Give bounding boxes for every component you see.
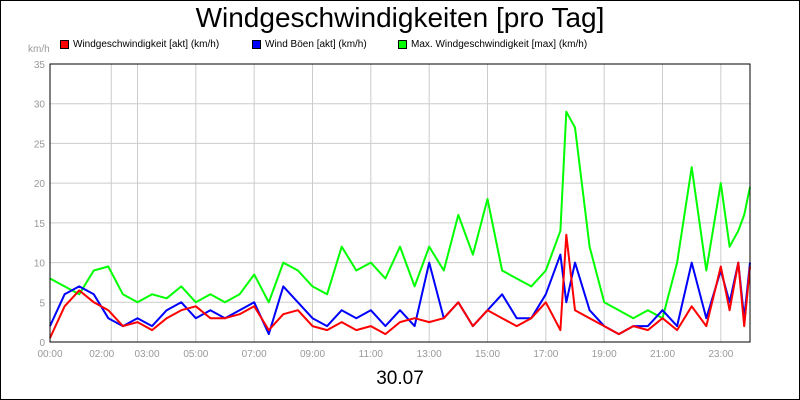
legend-item-max: Max. Windgeschwindigkeit [max] (km/h) bbox=[398, 39, 587, 50]
x-tick-label-3: 05:00 bbox=[183, 349, 208, 360]
x-tick-label-6: 11:00 bbox=[359, 349, 384, 360]
x-tick-label-4: 07:00 bbox=[242, 349, 267, 360]
plot-border bbox=[49, 63, 751, 343]
x-axis-date-label: 30.07 bbox=[376, 368, 424, 389]
x-tick-label-0: 00:00 bbox=[37, 349, 62, 360]
legend-label-max: Max. Windgeschwindigkeit [max] (km/h) bbox=[411, 39, 588, 50]
legend-item-boeen: Wind Böen [akt] (km/h) bbox=[252, 39, 367, 50]
y-tick-label-7: 35 bbox=[34, 60, 46, 71]
x-tick-label-8: 15:00 bbox=[475, 349, 500, 360]
y-tick-label-3: 15 bbox=[34, 219, 46, 230]
x-tick-label-7: 13:00 bbox=[417, 349, 442, 360]
y-tick-label-1: 5 bbox=[39, 298, 45, 309]
y-tick-label-6: 30 bbox=[34, 100, 46, 111]
series-line-0 bbox=[49, 233, 751, 339]
y-tick-label-2: 10 bbox=[34, 259, 46, 270]
series-line-1 bbox=[49, 253, 751, 336]
legend-swatch-red bbox=[60, 39, 69, 49]
x-tick-label-9: 17:00 bbox=[533, 349, 558, 360]
x-tick-label-10: 19:00 bbox=[592, 349, 617, 360]
x-tick-label-2: 03:00 bbox=[135, 349, 160, 360]
legend-item-akt: Windgeschwindigkeit [akt] (km/h) bbox=[60, 39, 219, 50]
x-tick-label-1: 02:00 bbox=[89, 349, 114, 360]
series-line-2 bbox=[49, 110, 751, 320]
x-tick-label-5: 09:00 bbox=[300, 349, 325, 360]
legend-label-boeen: Wind Böen [akt] (km/h) bbox=[265, 39, 367, 50]
y-tick-label-0: 0 bbox=[39, 338, 45, 349]
x-tick-label-11: 21:00 bbox=[650, 349, 675, 360]
y-tick-label-5: 25 bbox=[34, 139, 46, 150]
plot-area bbox=[50, 64, 750, 342]
legend-label-akt: Windgeschwindigkeit [akt] (km/h) bbox=[73, 39, 220, 50]
legend-swatch-green bbox=[398, 39, 407, 49]
y-axis-unit-label: km/h bbox=[28, 44, 50, 55]
y-tick-label-4: 20 bbox=[34, 179, 46, 190]
legend-swatch-blue bbox=[252, 39, 261, 49]
x-tick-label-12: 23:00 bbox=[708, 349, 733, 360]
chart-title: Windgeschwindigkeiten [pro Tag] bbox=[195, 2, 605, 33]
